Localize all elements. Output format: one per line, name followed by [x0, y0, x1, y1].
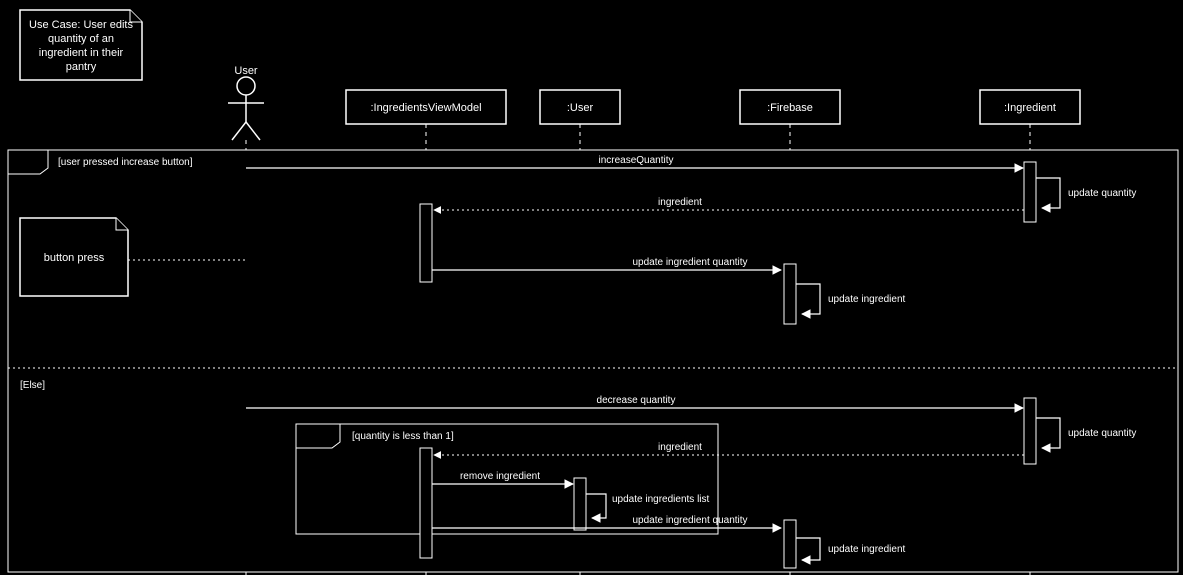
- activation-ingredient-2: [1024, 398, 1036, 464]
- opt-guard: [quantity is less than 1]: [352, 431, 454, 442]
- svg-text:decrease quantity: decrease quantity: [597, 395, 676, 406]
- usecase-note: Use Case: User edits quantity of an ingr…: [20, 10, 142, 80]
- activation-ivm-1: [420, 204, 432, 282]
- usecase-line1: Use Case: User edits: [29, 19, 133, 31]
- svg-text:update ingredients list: update ingredients list: [612, 494, 710, 505]
- else-guard: [Else]: [20, 380, 45, 391]
- svg-text:update quantity: update quantity: [1068, 428, 1136, 439]
- svg-text:button press: button press: [44, 252, 105, 264]
- activation-user-1: [574, 478, 586, 530]
- svg-text::IngredientsViewModel: :IngredientsViewModel: [370, 102, 481, 114]
- sequence-diagram: Use Case: User edits quantity of an ingr…: [0, 0, 1183, 575]
- svg-text::Firebase: :Firebase: [767, 102, 813, 114]
- activation-firebase-2: [784, 520, 796, 568]
- svg-text:update ingredient quantity: update ingredient quantity: [632, 257, 747, 268]
- usecase-line3: ingredient in their: [39, 47, 124, 59]
- svg-text:ingredient: ingredient: [658, 442, 702, 453]
- activation-ivm-2: [420, 448, 432, 558]
- activation-ingredient-1: [1024, 162, 1036, 222]
- svg-text::Ingredient: :Ingredient: [1004, 102, 1056, 114]
- usecase-line2: quantity of an: [48, 33, 114, 45]
- svg-text:update quantity: update quantity: [1068, 188, 1136, 199]
- usecase-line4: pantry: [66, 61, 97, 73]
- svg-text:update ingredient quantity: update ingredient quantity: [632, 515, 747, 526]
- activation-firebase-1: [784, 264, 796, 324]
- alt-guard: [user pressed increase button]: [58, 157, 193, 168]
- opt-tag: opt: [306, 430, 321, 442]
- svg-text:ingredient: ingredient: [658, 197, 702, 208]
- svg-text:update ingredient: update ingredient: [828, 544, 906, 555]
- actor-label: User: [234, 65, 258, 77]
- alt-tag: alt: [18, 156, 30, 168]
- svg-text::User: :User: [567, 102, 594, 114]
- svg-text:increaseQuantity: increaseQuantity: [598, 155, 673, 166]
- svg-text:update ingredient: update ingredient: [828, 294, 906, 305]
- svg-text:remove ingredient: remove ingredient: [460, 471, 540, 482]
